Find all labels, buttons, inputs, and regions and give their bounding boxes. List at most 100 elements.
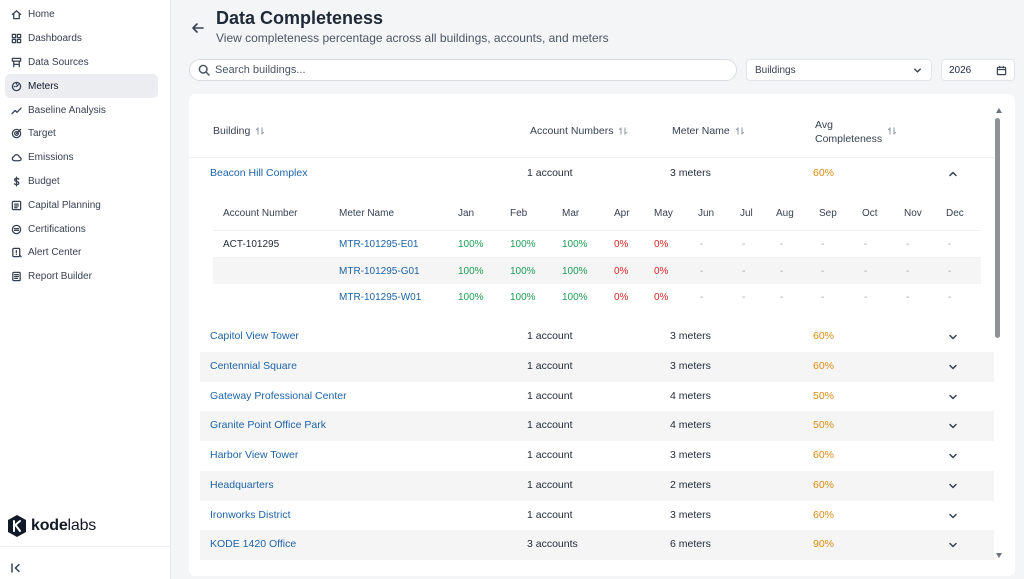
meter-count: 4 meters — [670, 419, 711, 431]
account-count: 3 accounts — [527, 538, 578, 550]
month-value: - — [948, 239, 952, 250]
sidebar-item-report-builder[interactable]: Report Builder — [5, 265, 158, 289]
table-row[interactable]: Harbor View Tower 1 account 3 meters 60% — [200, 441, 994, 471]
month-value: 100% — [562, 239, 588, 250]
view-select-value: Buildings — [755, 64, 796, 76]
avg-completeness: 60% — [813, 449, 835, 461]
sidebar-item-home[interactable]: Home — [5, 3, 158, 27]
sidebar-item-budget[interactable]: Budget — [5, 170, 158, 194]
account-count: 1 account — [527, 479, 573, 491]
sidebar-item-dashboards[interactable]: Dashboards — [5, 27, 158, 51]
sidebar-item-data-sources[interactable]: Data Sources — [5, 51, 158, 75]
building-name-link[interactable]: Gateway Professional Center — [210, 390, 347, 402]
expand-row-button[interactable] — [948, 362, 958, 372]
month-value: - — [864, 266, 868, 277]
collapse-row-button[interactable] — [948, 169, 958, 179]
back-button[interactable] — [190, 20, 206, 36]
sort-icon — [618, 126, 628, 136]
column-header-label: Meter Name — [672, 125, 730, 137]
meter-name-link[interactable]: MTR-101295-W01 — [339, 292, 422, 303]
expand-row-button[interactable] — [948, 540, 958, 550]
scroll-up-arrow-icon[interactable] — [996, 108, 1002, 113]
month-value: - — [821, 239, 825, 250]
sidebar-item-meters[interactable]: Meters — [5, 74, 158, 99]
column-header-account-numbers[interactable]: Account Numbers — [530, 125, 628, 137]
month-value: 100% — [458, 239, 484, 250]
table-row[interactable]: Capitol View Tower 1 account 3 meters 60… — [200, 322, 994, 352]
month-value: 0% — [614, 292, 629, 303]
table-row[interactable]: KODE 1420 Office 3 accounts 6 meters 90% — [200, 530, 994, 560]
calendar-icon — [996, 65, 1007, 75]
expand-row-button[interactable] — [948, 511, 958, 521]
building-name-link[interactable]: Centennial Square — [210, 360, 297, 372]
building-name-link[interactable]: Ironworks District — [210, 509, 291, 521]
view-select[interactable]: Buildings — [746, 59, 932, 81]
meter-name-link[interactable]: MTR-101295-G01 — [339, 266, 420, 277]
month-value: 0% — [654, 239, 669, 250]
expand-row-button[interactable] — [948, 332, 958, 342]
chevron-down-icon — [949, 483, 957, 489]
sidebar-item-alert-center[interactable]: Alert Center — [5, 241, 158, 265]
sub-header-month: Jan — [458, 208, 475, 219]
scroll-down-arrow-icon[interactable] — [996, 553, 1002, 558]
sidebar-item-capital-planning[interactable]: Capital Planning — [5, 193, 158, 217]
month-value: - — [742, 266, 746, 277]
building-name-link[interactable]: Harbor View Tower — [210, 449, 299, 461]
meter-count: 3 meters — [670, 360, 711, 372]
table-row[interactable]: Headquarters 1 account 2 meters 60% — [200, 471, 994, 501]
expand-row-button[interactable] — [948, 421, 958, 431]
table-row[interactable]: Granite Point Office Park 1 account 4 me… — [200, 411, 994, 441]
sidebar-item-label: Target — [28, 128, 56, 140]
building-name-link[interactable]: Headquarters — [210, 479, 274, 491]
building-name-link[interactable]: KODE 1420 Office — [210, 538, 297, 550]
account-count: 1 account — [527, 167, 573, 179]
meter-icon — [11, 81, 22, 92]
expand-row-button[interactable] — [948, 451, 958, 461]
building-name-link[interactable]: Granite Point Office Park — [210, 419, 326, 431]
account-count: 1 account — [527, 419, 573, 431]
sidebar-item-target[interactable]: Target — [5, 122, 158, 146]
table-row[interactable]: Centennial Square 1 account 3 meters 60% — [200, 352, 994, 382]
sidebar-item-certifications[interactable]: Certifications — [5, 217, 158, 241]
month-value: - — [700, 266, 704, 277]
collapse-sidebar-button[interactable] — [10, 561, 22, 573]
meter-row: MTR-101295-W01 100% 100% 100% 0% 0% - - … — [213, 284, 981, 311]
column-header-avg-completeness[interactable]: Avg Completeness — [815, 118, 897, 146]
sidebar-item-baseline-analysis[interactable]: Baseline Analysis — [5, 98, 158, 122]
trend-icon — [11, 105, 22, 116]
table-row[interactable]: Ironworks District 1 account 3 meters 60… — [200, 501, 994, 531]
expand-row-button[interactable] — [948, 481, 958, 491]
column-header-meter-name[interactable]: Meter Name — [672, 125, 745, 137]
column-header-label: Avg Completeness — [815, 119, 883, 145]
month-value: 100% — [562, 292, 588, 303]
sidebar-item-label: Emissions — [28, 152, 74, 164]
year-picker[interactable]: 2026 — [941, 59, 1015, 81]
sidebar-item-label: Alert Center — [28, 247, 82, 259]
account-count: 1 account — [527, 449, 573, 461]
meter-count: 4 meters — [670, 390, 711, 402]
building-name-link[interactable]: Beacon Hill Complex — [210, 167, 308, 179]
month-value: - — [742, 292, 746, 303]
year-value: 2026 — [949, 64, 972, 76]
sidebar-item-emissions[interactable]: Emissions — [5, 146, 158, 170]
table-row[interactable]: Beacon Hill Complex 1 account 3 meters 6… — [200, 159, 994, 189]
month-value: 0% — [614, 239, 629, 250]
sub-header-month: Apr — [614, 208, 630, 219]
meter-name-link[interactable]: MTR-101295-E01 — [339, 239, 419, 250]
month-value: - — [948, 266, 952, 277]
sub-header-month: Jun — [698, 208, 715, 219]
sort-icon — [735, 126, 745, 136]
sidebar-item-label: Dashboards — [28, 33, 82, 45]
search-input[interactable] — [215, 64, 715, 76]
account-count: 1 account — [527, 390, 573, 402]
scrollbar-thumb[interactable] — [995, 118, 1000, 338]
month-value: 0% — [614, 266, 629, 277]
month-value: 100% — [458, 292, 484, 303]
table-row[interactable]: Gateway Professional Center 1 account 4 … — [200, 382, 994, 412]
arrow-left-icon — [192, 23, 204, 33]
avg-completeness: 60% — [813, 330, 835, 342]
month-value: 100% — [510, 239, 536, 250]
expand-row-button[interactable] — [948, 392, 958, 402]
building-name-link[interactable]: Capitol View Tower — [210, 330, 299, 342]
column-header-building[interactable]: Building — [213, 125, 265, 137]
